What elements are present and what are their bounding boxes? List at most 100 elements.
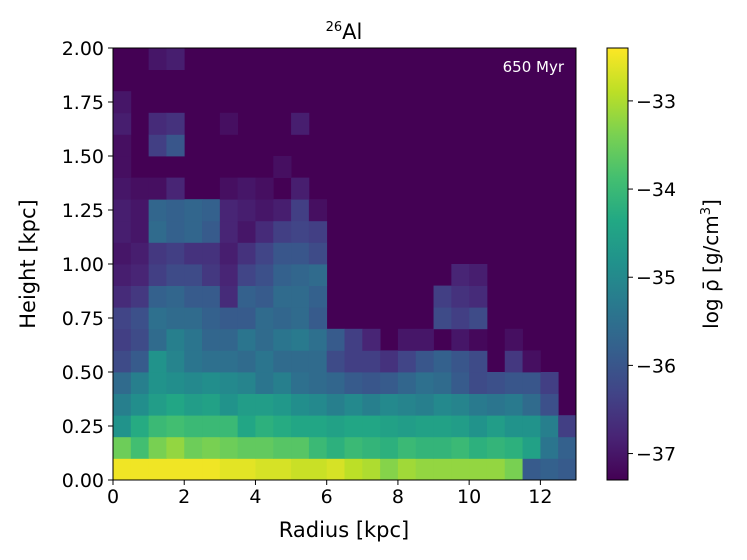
heatmap-cell: [273, 458, 292, 481]
heatmap-cell: [219, 393, 239, 416]
heatmap-cell: [469, 328, 488, 351]
heatmap-cell: [291, 436, 310, 459]
heatmap-cell: [255, 393, 274, 416]
heatmap-cell: [308, 264, 328, 286]
heatmap-cell: [130, 328, 150, 351]
heatmap-cell: [433, 415, 452, 438]
heatmap-cell: [219, 264, 239, 286]
heatmap-cell: [558, 436, 577, 459]
plot-frame: [112, 47, 577, 481]
heatmap-cell: [469, 415, 488, 438]
heatmap-cell: [219, 458, 239, 481]
colorbar: [606, 47, 629, 481]
heatmap-cell: [166, 112, 185, 135]
heatmap-cell: [273, 199, 292, 222]
heatmap-cell: [291, 458, 310, 481]
heatmap-cell: [166, 48, 185, 70]
heatmap-cell: [184, 264, 203, 286]
heatmap-cell: [202, 393, 221, 416]
heatmap-cell: [166, 328, 185, 351]
heatmap-cell: [504, 372, 523, 394]
heatmap-cell: [166, 458, 185, 481]
heatmap-cell: [148, 134, 167, 157]
heatmap-cell: [255, 285, 274, 308]
heatmap-cell: [202, 264, 221, 286]
heatmap-cell: [130, 199, 150, 222]
heatmap-cell: [291, 415, 310, 438]
heatmap-cell: [540, 372, 559, 394]
heatmap-cell: [291, 220, 310, 243]
heatmap-cell: [166, 372, 185, 394]
heatmap-cell: [113, 393, 132, 416]
heatmap-cell: [148, 372, 167, 394]
heatmap-cell: [184, 199, 203, 222]
chart-title: 26Al: [326, 20, 363, 44]
heatmap-cell: [113, 285, 132, 308]
heatmap-cell: [273, 328, 292, 351]
heatmap-cell: [184, 350, 203, 373]
heatmap-cell: [219, 242, 239, 265]
heatmap-cell: [433, 372, 452, 394]
heatmap-cell: [291, 199, 310, 222]
heatmap-cell: [308, 458, 328, 481]
heatmap-cell: [469, 458, 488, 481]
heatmap-cell: [130, 415, 150, 438]
y-axis-label: Height [kpc]: [16, 199, 40, 329]
heatmap-cell: [148, 436, 167, 459]
heatmap-cell: [451, 415, 470, 438]
heatmap-cell: [113, 307, 132, 330]
heatmap-cell: [255, 242, 274, 265]
heatmap-cell: [237, 199, 256, 222]
heatmap-cell: [202, 328, 221, 351]
heatmap-cell: [148, 328, 167, 351]
heatmap-cell: [202, 307, 221, 330]
heatmap-cell: [166, 220, 185, 243]
heatmap-cell: [326, 458, 345, 481]
x-tick-label: 2: [178, 486, 190, 508]
heatmap-cell: [202, 350, 221, 373]
heatmap-cell: [237, 415, 256, 438]
heatmap-cell: [291, 350, 310, 373]
heatmap-cell: [469, 285, 488, 308]
heatmap-cell: [148, 415, 167, 438]
heatmap-cell: [380, 436, 399, 459]
heatmap-cell: [308, 372, 328, 394]
heatmap-cell: [540, 393, 559, 416]
heatmap-cell: [255, 328, 274, 351]
heatmap-cell: [237, 177, 256, 200]
heatmap-cell: [202, 436, 221, 459]
heatmap-cell: [273, 415, 292, 438]
heatmap-cell: [113, 177, 132, 200]
heatmap-cell: [148, 350, 167, 373]
heatmap-cell: [202, 199, 221, 222]
heatmap-cell: [237, 264, 256, 286]
heatmap-cell: [113, 91, 132, 114]
heatmap-cell: [166, 415, 185, 438]
heatmap-cell: [415, 372, 434, 394]
heatmap-cell: [451, 328, 470, 351]
heatmap-cell: [397, 436, 417, 459]
heatmap-cell: [237, 458, 256, 481]
colorbar-ticks: −33 −34 −35 −36 −37: [628, 91, 676, 466]
heatmap-cell: [130, 177, 150, 200]
heatmap-cell: [522, 372, 541, 394]
heatmap-cell: [113, 328, 132, 351]
heatmap-cell: [113, 415, 132, 438]
heatmap-cell: [202, 220, 221, 243]
heatmap-cell: [540, 458, 559, 481]
heatmap-cell: [308, 285, 328, 308]
heatmap-cell: [362, 372, 381, 394]
heatmap-cell: [486, 372, 506, 394]
heatmap-cell: [219, 415, 239, 438]
heatmap-cell: [237, 350, 256, 373]
heatmap-cell: [433, 285, 452, 308]
heatmap-cell: [291, 177, 310, 200]
heatmap-cell: [237, 436, 256, 459]
heatmap-cell: [166, 393, 185, 416]
heatmap-cell: [130, 307, 150, 330]
heatmap-cell: [148, 285, 167, 308]
heatmap-cell: [202, 242, 221, 265]
heatmap-cell: [308, 328, 328, 351]
heatmap-cell: [184, 307, 203, 330]
